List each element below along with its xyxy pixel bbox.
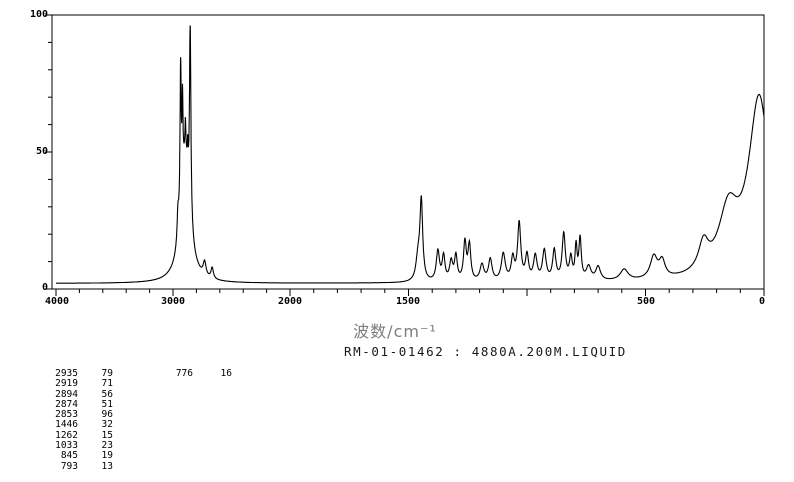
axis-ticks bbox=[45, 14, 765, 296]
peak-wavenumber: 2853 bbox=[55, 409, 78, 421]
peak-wavenumber: 2874 bbox=[55, 398, 78, 410]
x-tick-label-2000: 2000 bbox=[277, 296, 303, 307]
x-tick-label-1500: 1500 bbox=[395, 296, 421, 307]
peak-table-row: 2894 56 bbox=[34, 388, 232, 400]
peak-table-row: 1262 15 bbox=[34, 429, 232, 441]
x-tick-label-4000: 4000 bbox=[44, 296, 70, 307]
peak-intensity: 96 bbox=[101, 409, 113, 421]
peak-wavenumber: 793 bbox=[60, 460, 78, 472]
peak-table: 2935 79 776 16 2919 71 2894 56 2874 51 2853 96 1446 3… bbox=[34, 368, 232, 472]
peak-table-row: 793 13 bbox=[34, 460, 232, 472]
peak-intensity: 13 bbox=[101, 460, 113, 472]
x-tick-label-0: 0 bbox=[758, 296, 766, 307]
x-tick-label-500: 500 bbox=[636, 296, 656, 307]
spectrum-curve bbox=[56, 25, 765, 284]
peak-wavenumber: 2919 bbox=[55, 378, 78, 390]
spectrum-caption: RM-01-01462 : 4880A.200M.LIQUID bbox=[344, 344, 627, 359]
y-tick-label-100: 100 bbox=[29, 9, 48, 20]
peak-wavenumber: 1033 bbox=[55, 440, 78, 452]
x-tick-label-3000: 3000 bbox=[160, 296, 186, 307]
peak-wavenumber: 1262 bbox=[55, 429, 78, 441]
peak-intensity: 79 bbox=[101, 368, 113, 379]
plot-frame bbox=[51, 14, 765, 290]
peak-intensity: 56 bbox=[101, 388, 113, 400]
peak-wavenumber: 776 bbox=[175, 368, 193, 379]
peak-intensity: 23 bbox=[101, 440, 113, 452]
peak-intensity: 32 bbox=[101, 419, 113, 431]
peak-intensity: 16 bbox=[220, 368, 232, 379]
peak-wavenumber: 2894 bbox=[55, 388, 78, 400]
y-tick-label-50: 50 bbox=[35, 146, 48, 157]
peak-table-row: 845 19 bbox=[34, 450, 232, 462]
peak-intensity: 15 bbox=[101, 429, 113, 441]
peak-wavenumber: 2935 bbox=[55, 368, 78, 379]
x-axis-title: 波数/cm⁻¹ bbox=[353, 322, 437, 341]
peak-table-row: 1033 23 bbox=[34, 440, 232, 452]
peak-intensity: 71 bbox=[101, 378, 113, 390]
peak-intensity: 19 bbox=[101, 450, 113, 462]
peak-table-row: 2853 96 bbox=[34, 409, 232, 421]
peak-wavenumber: 845 bbox=[60, 450, 78, 462]
peak-table-row: 2919 71 bbox=[34, 378, 232, 390]
peak-table-row: 1446 32 bbox=[34, 419, 232, 431]
peak-wavenumber: 1446 bbox=[55, 419, 78, 431]
peak-table-row: 2874 51 bbox=[34, 398, 232, 410]
peak-intensity: 51 bbox=[101, 398, 113, 410]
peak-table-row: 2935 79 776 16 bbox=[34, 368, 232, 379]
y-tick-label-0: 0 bbox=[41, 282, 48, 293]
